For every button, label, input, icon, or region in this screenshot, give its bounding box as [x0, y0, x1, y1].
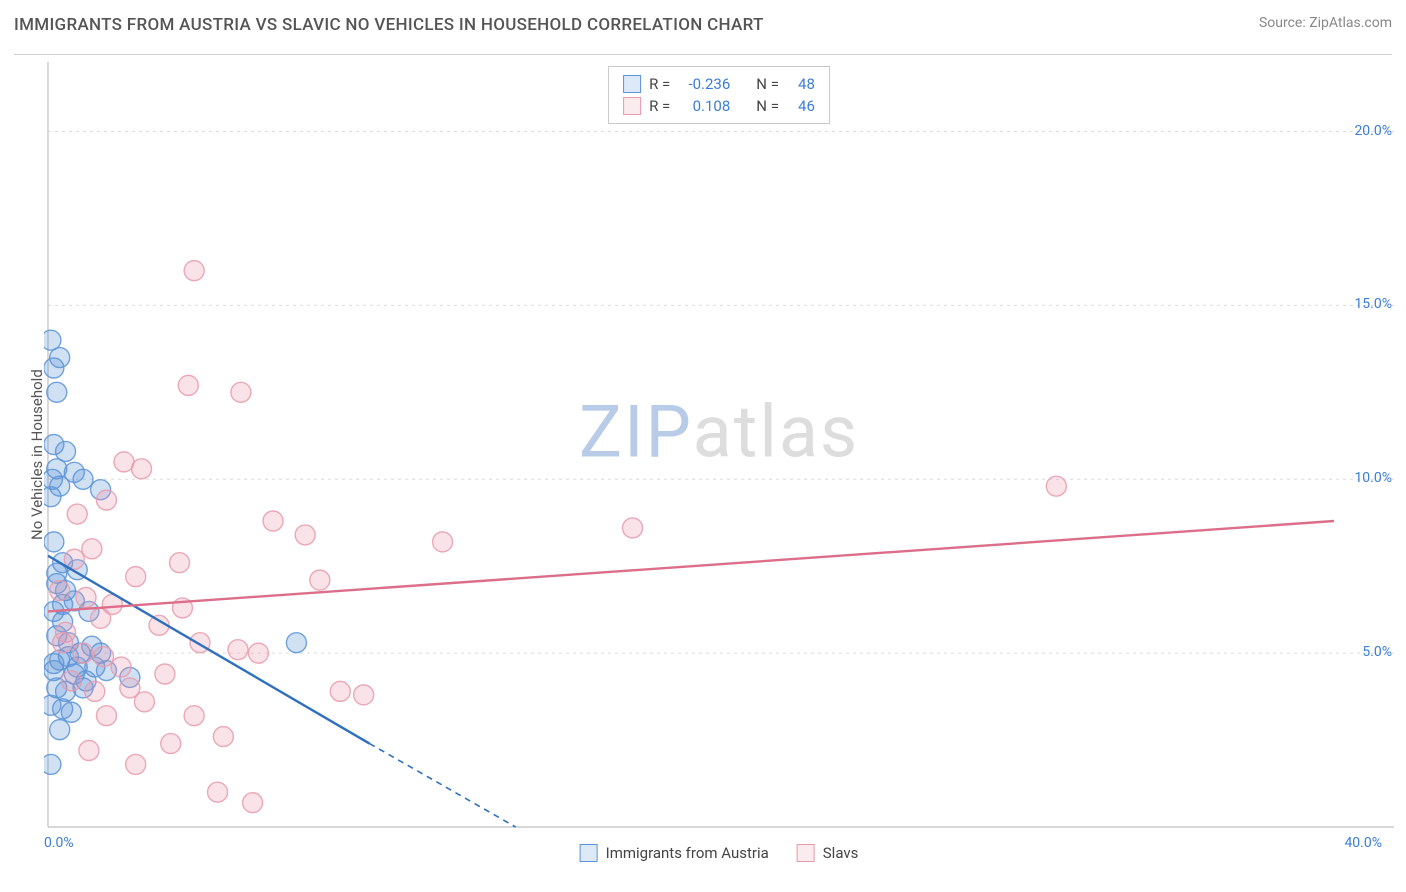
data-point	[67, 504, 87, 524]
legend-series-item: Immigrants from Austria	[580, 844, 769, 862]
data-point	[248, 643, 268, 663]
legend-swatch	[797, 844, 815, 862]
data-point	[155, 664, 175, 684]
data-point	[56, 622, 76, 642]
legend-n-label: N =	[756, 95, 779, 117]
data-point	[243, 793, 263, 813]
data-point	[286, 633, 306, 653]
data-point	[178, 375, 198, 395]
data-point	[64, 462, 84, 482]
chart-title: IMMIGRANTS FROM AUSTRIA VS SLAVIC NO VEH…	[14, 15, 764, 35]
legend-correlation-row: R = 0.108 N = 46	[623, 95, 815, 117]
data-point	[623, 518, 643, 538]
data-point	[170, 553, 190, 573]
data-point	[120, 678, 140, 698]
data-point	[111, 657, 131, 677]
data-point	[85, 681, 105, 701]
x-tick-label: 40.0%	[1344, 835, 1382, 851]
data-point	[231, 382, 251, 402]
chart-plot-area: ZIPatlas R =-0.236N =48R =0.108N =46 Imm…	[44, 62, 1394, 832]
data-point	[96, 706, 116, 726]
data-point	[82, 539, 102, 559]
data-point	[61, 671, 81, 691]
y-tick-label: 5.0%	[1362, 644, 1392, 660]
chart-header: IMMIGRANTS FROM AUSTRIA VS SLAVIC NO VEH…	[14, 15, 1392, 55]
chart-source: Source: ZipAtlas.com	[1259, 15, 1392, 31]
data-point	[94, 647, 114, 667]
data-point	[330, 681, 350, 701]
legend-correlation-box: R = -0.236 N = 48 R = 0.108 N = 46	[608, 66, 830, 124]
legend-n-value: 46	[787, 95, 815, 117]
data-point	[50, 581, 70, 601]
legend-swatch	[580, 844, 598, 862]
x-tick-label: 0.0%	[44, 835, 74, 851]
data-point	[295, 525, 315, 545]
data-point	[44, 532, 64, 552]
data-point	[184, 706, 204, 726]
data-point	[1046, 476, 1066, 496]
legend-n-value: 48	[787, 73, 815, 95]
data-point	[263, 511, 283, 531]
data-point	[126, 754, 146, 774]
y-tick-label: 10.0%	[1354, 470, 1392, 486]
legend-r-value: -0.236	[678, 73, 730, 95]
legend-r-label: R =	[649, 73, 670, 95]
data-point	[433, 532, 453, 552]
data-point	[79, 741, 99, 761]
regression-line	[48, 521, 1334, 611]
legend-r-label: R =	[649, 95, 670, 117]
data-point	[184, 261, 204, 281]
data-point	[228, 640, 248, 660]
legend-series-label: Immigrants from Austria	[606, 844, 769, 862]
data-point	[76, 588, 96, 608]
data-point	[91, 608, 111, 628]
legend-series-item: Slavs	[797, 844, 859, 862]
data-point	[44, 754, 61, 774]
data-point	[50, 720, 70, 740]
scatter-plot-svg	[44, 62, 1394, 832]
legend-n-label: N =	[756, 73, 779, 95]
data-point	[208, 782, 228, 802]
legend-swatch	[623, 75, 641, 93]
data-point	[50, 348, 70, 368]
data-point	[132, 459, 152, 479]
data-point	[161, 734, 181, 754]
y-tick-label: 15.0%	[1354, 296, 1392, 312]
data-point	[96, 490, 116, 510]
data-point	[73, 643, 93, 663]
legend-r-value: 0.108	[678, 95, 730, 117]
data-point	[213, 727, 233, 747]
data-point	[354, 685, 374, 705]
regression-line-extrapolated	[370, 744, 516, 827]
legend-swatch	[623, 97, 641, 115]
legend-series: Immigrants from Austria Slavs	[580, 844, 859, 862]
data-point	[61, 702, 81, 722]
legend-correlation-row: R = -0.236 N = 48	[623, 73, 815, 95]
y-tick-label: 20.0%	[1354, 123, 1392, 139]
data-point	[126, 567, 146, 587]
data-point	[47, 382, 67, 402]
data-point	[310, 570, 330, 590]
legend-series-label: Slavs	[823, 844, 859, 862]
